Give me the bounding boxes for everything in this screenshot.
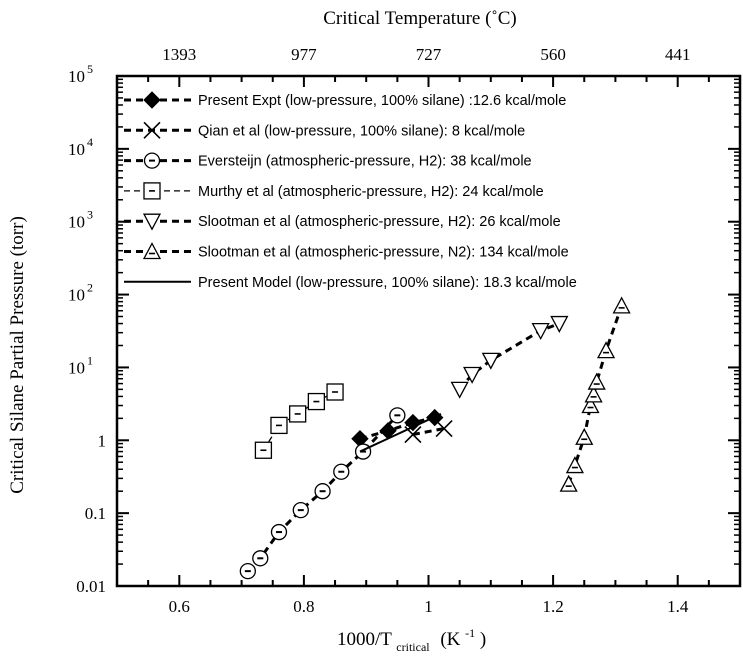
data-point [575,427,594,445]
y-tick-label-power: 10 [68,286,85,305]
data-point [481,352,500,370]
data-point [559,474,578,492]
legend-entry-2: Eversteijn (atmospheric-pressure, H2): 3… [124,152,532,170]
y-tick-label-power: 10 [68,358,85,377]
legend-entry-6: Present Model (low-pressure, 100% silane… [124,275,577,291]
x-axis-title-unit-sup: -1 [465,626,475,640]
legend-marker [143,91,161,109]
legend: Present Expt (low-pressure, 100% silane)… [124,91,577,291]
x-tick-label: 0.6 [169,597,190,616]
y-tick-label: 0.1 [85,504,106,523]
y-tick-label-exponent: 4 [87,135,93,149]
axis-ticks [116,75,741,587]
x-axis-title-sub: critical [396,640,430,654]
x-tick-label: 1 [424,597,433,616]
data-point [581,396,600,414]
legend-label: Slootman et al (atmospheric-pressure, H2… [198,214,561,230]
legend-entry-3: Murthy et al (atmospheric-pressure, H2):… [124,182,544,200]
data-point [463,366,482,384]
legend-label: Slootman et al (atmospheric-pressure, N2… [198,245,569,261]
x-axis-title-unit-close: ) [480,629,486,650]
data-point [450,381,469,399]
top-tick-label: 977 [291,45,317,64]
top-tick-label: 560 [540,45,566,64]
series-1 [404,419,453,444]
series-2 [239,407,406,580]
legend-entry-0: Present Expt (low-pressure, 100% silane)… [124,91,566,109]
legend-marker [143,121,161,139]
y-tick-label-exponent: 2 [87,281,93,295]
series-line [359,413,442,453]
series-line [458,322,560,391]
data-point [435,419,453,438]
x-tick-label: 1.4 [667,597,689,616]
top-tick-label: 441 [665,45,691,64]
data-point [531,322,550,341]
y-tick-label: 1 [98,431,107,450]
series-6 [359,413,442,453]
data-point [404,413,422,432]
top-tick-label: 727 [416,45,442,64]
series-4 [450,315,569,399]
y-tick-label-power: 10 [68,213,85,232]
legend-label: Present Model (low-pressure, 100% silane… [198,275,577,291]
y-axis-title: Critical Silane Partial Pressure (torr) [7,216,28,494]
top-axis-title: Critical Temperature (˚C) [323,8,517,29]
plot-frame [115,74,742,588]
series-5 [559,296,631,492]
top-tick-label: 1393 [162,45,196,64]
y-tick-label-exponent: 1 [87,353,93,367]
plot-border [115,74,742,588]
x-axis-title: 1000/T critical (K -1 ) [337,621,486,656]
series-line [359,416,436,441]
x-tick-label: 1.2 [542,597,563,616]
legend-marker [142,213,162,231]
y-tick-label-power: 10 [68,140,85,159]
data-point [612,296,631,314]
data-point [587,372,606,390]
series-layer [239,296,631,580]
data-point [584,385,603,403]
series-3 [254,383,344,459]
y-tick-label-exponent: 5 [87,62,93,76]
legend-label: Eversteijn (atmospheric-pressure, H2): 3… [198,154,532,170]
legend-label: Murthy et al (atmospheric-pressure, H2):… [198,184,544,200]
data-point [596,341,616,359]
x-tick-label: 0.8 [293,597,314,616]
x-axis-title-unit-open: (K [440,629,460,650]
legend-entry-1: Qian et al (low-pressure, 100% silane): … [124,121,525,139]
y-tick-label-exponent: 3 [87,208,93,222]
legend-label: Qian et al (low-pressure, 100% silane): … [198,123,525,139]
y-tick-label: 0.01 [76,577,106,596]
legend-entry-5: Slootman et al (atmospheric-pressure, N2… [124,242,569,261]
legend-marker [142,242,162,260]
legend-label: Present Expt (low-pressure, 100% silane)… [198,93,566,109]
y-tick-label-power: 10 [68,67,85,86]
x-axis-title-main: 1000/T [337,629,392,650]
data-point [565,456,584,474]
legend-entry-4: Slootman et al (atmospheric-pressure, H2… [124,213,561,231]
series-line [412,427,445,436]
data-point [550,315,569,333]
